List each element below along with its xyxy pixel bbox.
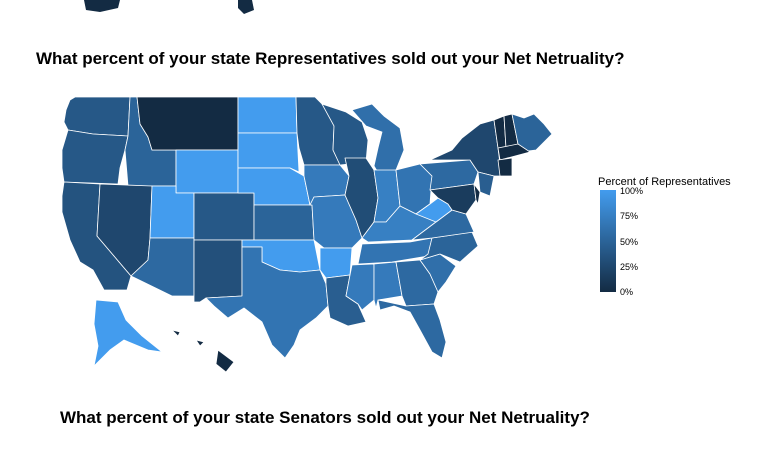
state-fl (377, 299, 447, 359)
legend-tick-25: 25% (620, 262, 639, 272)
state-wa (63, 96, 131, 137)
state-sd (237, 132, 300, 173)
legend-tick-75: 75% (620, 211, 639, 221)
state-mo (309, 194, 363, 249)
state-nd (237, 96, 298, 134)
representatives-map-title: What percent of your state Representativ… (36, 49, 625, 68)
state-or (61, 129, 129, 185)
state-nj (477, 171, 495, 197)
senators-map-title: What percent of your state Senators sold… (60, 408, 590, 427)
legend-tick-0: 0% (620, 287, 634, 297)
state-ar (319, 247, 353, 279)
legend-body: 100% 75% 50% 25% 0% (598, 186, 731, 297)
color-legend: Percent of Representatives 100% 75% 50% … (598, 176, 731, 297)
state-nm (193, 239, 243, 303)
legend-color-bar (600, 190, 616, 292)
state-hi (171, 329, 235, 373)
state-tx (205, 246, 329, 359)
state-de (473, 183, 481, 205)
state-ak (93, 299, 163, 367)
state-wy (175, 149, 239, 194)
state-ut (149, 185, 195, 239)
prev-map-fragment-left (84, 0, 120, 12)
legend-title: Percent of Representatives (598, 176, 731, 188)
state-ma (497, 143, 531, 161)
legend-tick-100: 100% (620, 186, 644, 196)
state-ct (497, 157, 513, 177)
prev-map-fragment-right (238, 0, 254, 14)
state-co (193, 192, 255, 241)
state-ks (253, 204, 315, 241)
legend-tick-50: 50% (620, 237, 639, 247)
state-mt (136, 96, 239, 151)
